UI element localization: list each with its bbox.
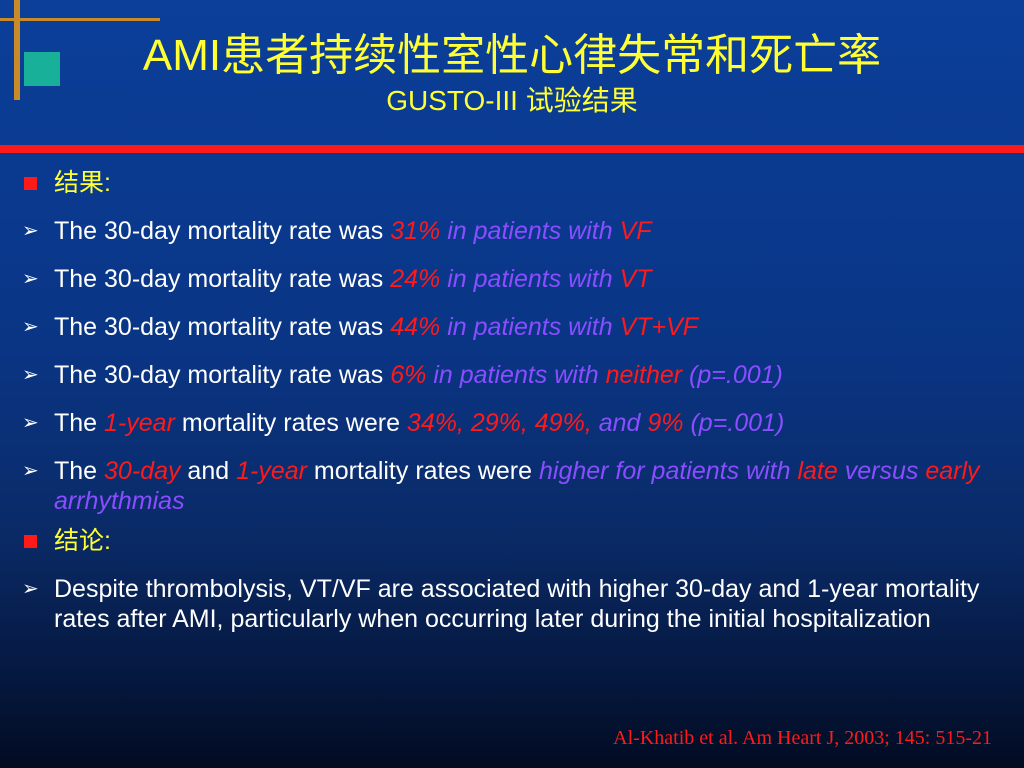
conclusion-heading: 结论: [54, 527, 111, 555]
slide-content: 结果: ➢ The 30-day mortality rate was 31% … [20, 168, 996, 652]
conclusion-text: Despite thrombolysis, VT/VF are associat… [54, 575, 980, 633]
arrow-bullet-icon: ➢ [22, 316, 39, 338]
square-bullet-icon [24, 534, 37, 548]
square-bullet-icon [24, 176, 37, 190]
title-area: AMI患者持续性室性心律失常和死亡率 GUSTO-III 试验结果 [0, 30, 1024, 118]
section-heading-conclusion: 结论: [20, 526, 996, 556]
list-item: ➢ The 30-day mortality rate was 31% in p… [22, 217, 652, 245]
decorative-square [24, 52, 60, 86]
decorative-vertical-line [14, 0, 20, 100]
list-item: ➢ The 30-day mortality rate was 44% in p… [22, 313, 699, 341]
arrow-bullet-icon: ➢ [22, 460, 39, 482]
arrow-bullet-icon: ➢ [22, 268, 39, 290]
decorative-horizontal-line [0, 18, 160, 21]
arrow-bullet-icon: ➢ [22, 578, 39, 600]
arrow-bullet-icon: ➢ [22, 364, 39, 386]
slide-subtitle: GUSTO-III 试验结果 [386, 85, 638, 116]
arrow-bullet-icon: ➢ [22, 412, 39, 434]
reference-citation: Al-Khatib et al. Am Heart J, 2003; 145: … [613, 727, 992, 749]
section-heading-results: 结果: [20, 168, 996, 198]
results-heading: 结果: [54, 169, 111, 197]
list-item: ➢ The 30-day and 1-year mortality rates … [22, 457, 980, 515]
list-item: ➢ The 30-day mortality rate was 24% in p… [22, 265, 652, 293]
list-item: ➢ Despite thrombolysis, VT/VF are associ… [20, 574, 996, 634]
slide-title: AMI患者持续性室性心律失常和死亡率 [142, 31, 882, 80]
list-item: ➢ The 1-year mortality rates were 34%, 2… [22, 409, 785, 437]
title-divider [0, 145, 1024, 153]
list-item: ➢ The 30-day mortality rate was 6% in pa… [22, 361, 783, 389]
arrow-bullet-icon: ➢ [22, 220, 39, 242]
